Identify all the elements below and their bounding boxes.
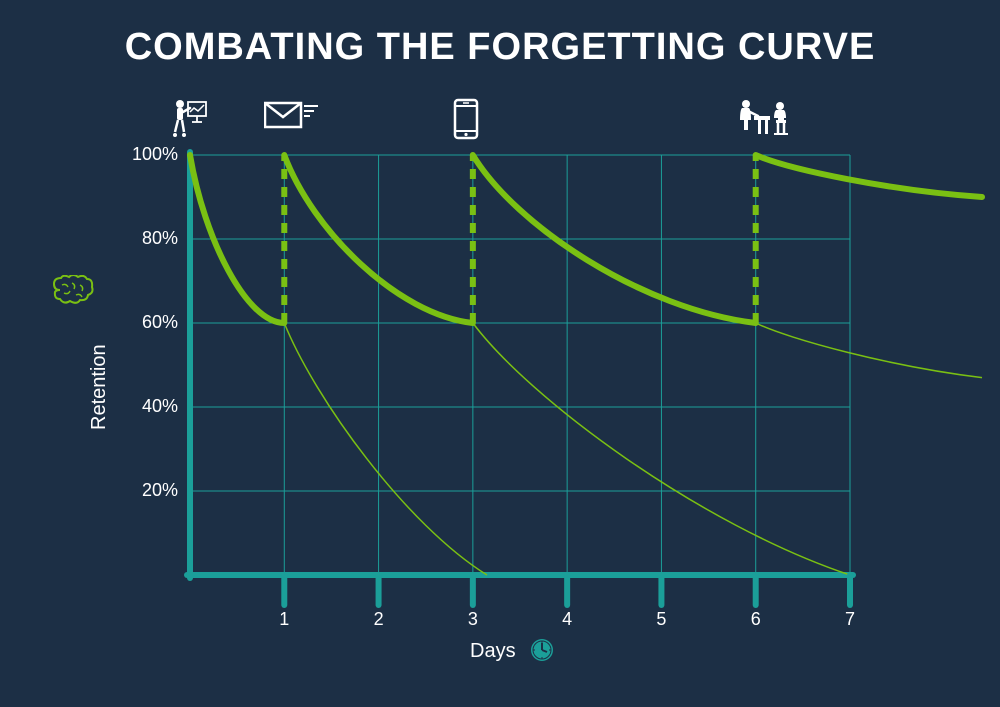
x-tick-label: 1 <box>279 609 289 630</box>
x-tick-label: 3 <box>468 609 478 630</box>
presenter-icon <box>170 98 208 145</box>
x-tick-label: 2 <box>374 609 384 630</box>
phone-icon <box>453 98 479 145</box>
chart-container: Retention Days <box>0 0 1000 707</box>
x-tick-label: 6 <box>751 609 761 630</box>
x-axis-label: Days <box>470 640 516 663</box>
x-tick-label: 7 <box>845 609 855 630</box>
y-tick-label: 100% <box>132 144 178 165</box>
y-tick-label: 40% <box>142 396 178 417</box>
brain-icon <box>52 275 94 310</box>
mail-icon <box>264 98 320 135</box>
y-tick-label: 60% <box>142 312 178 333</box>
x-tick-label: 4 <box>562 609 572 630</box>
y-tick-label: 80% <box>142 228 178 249</box>
x-tick-label: 5 <box>656 609 666 630</box>
meeting-icon <box>736 98 792 145</box>
forgetting-curve-chart <box>0 0 1000 707</box>
y-axis-label: Retention <box>88 344 111 430</box>
clock-icon <box>530 638 554 667</box>
y-tick-label: 20% <box>142 480 178 501</box>
